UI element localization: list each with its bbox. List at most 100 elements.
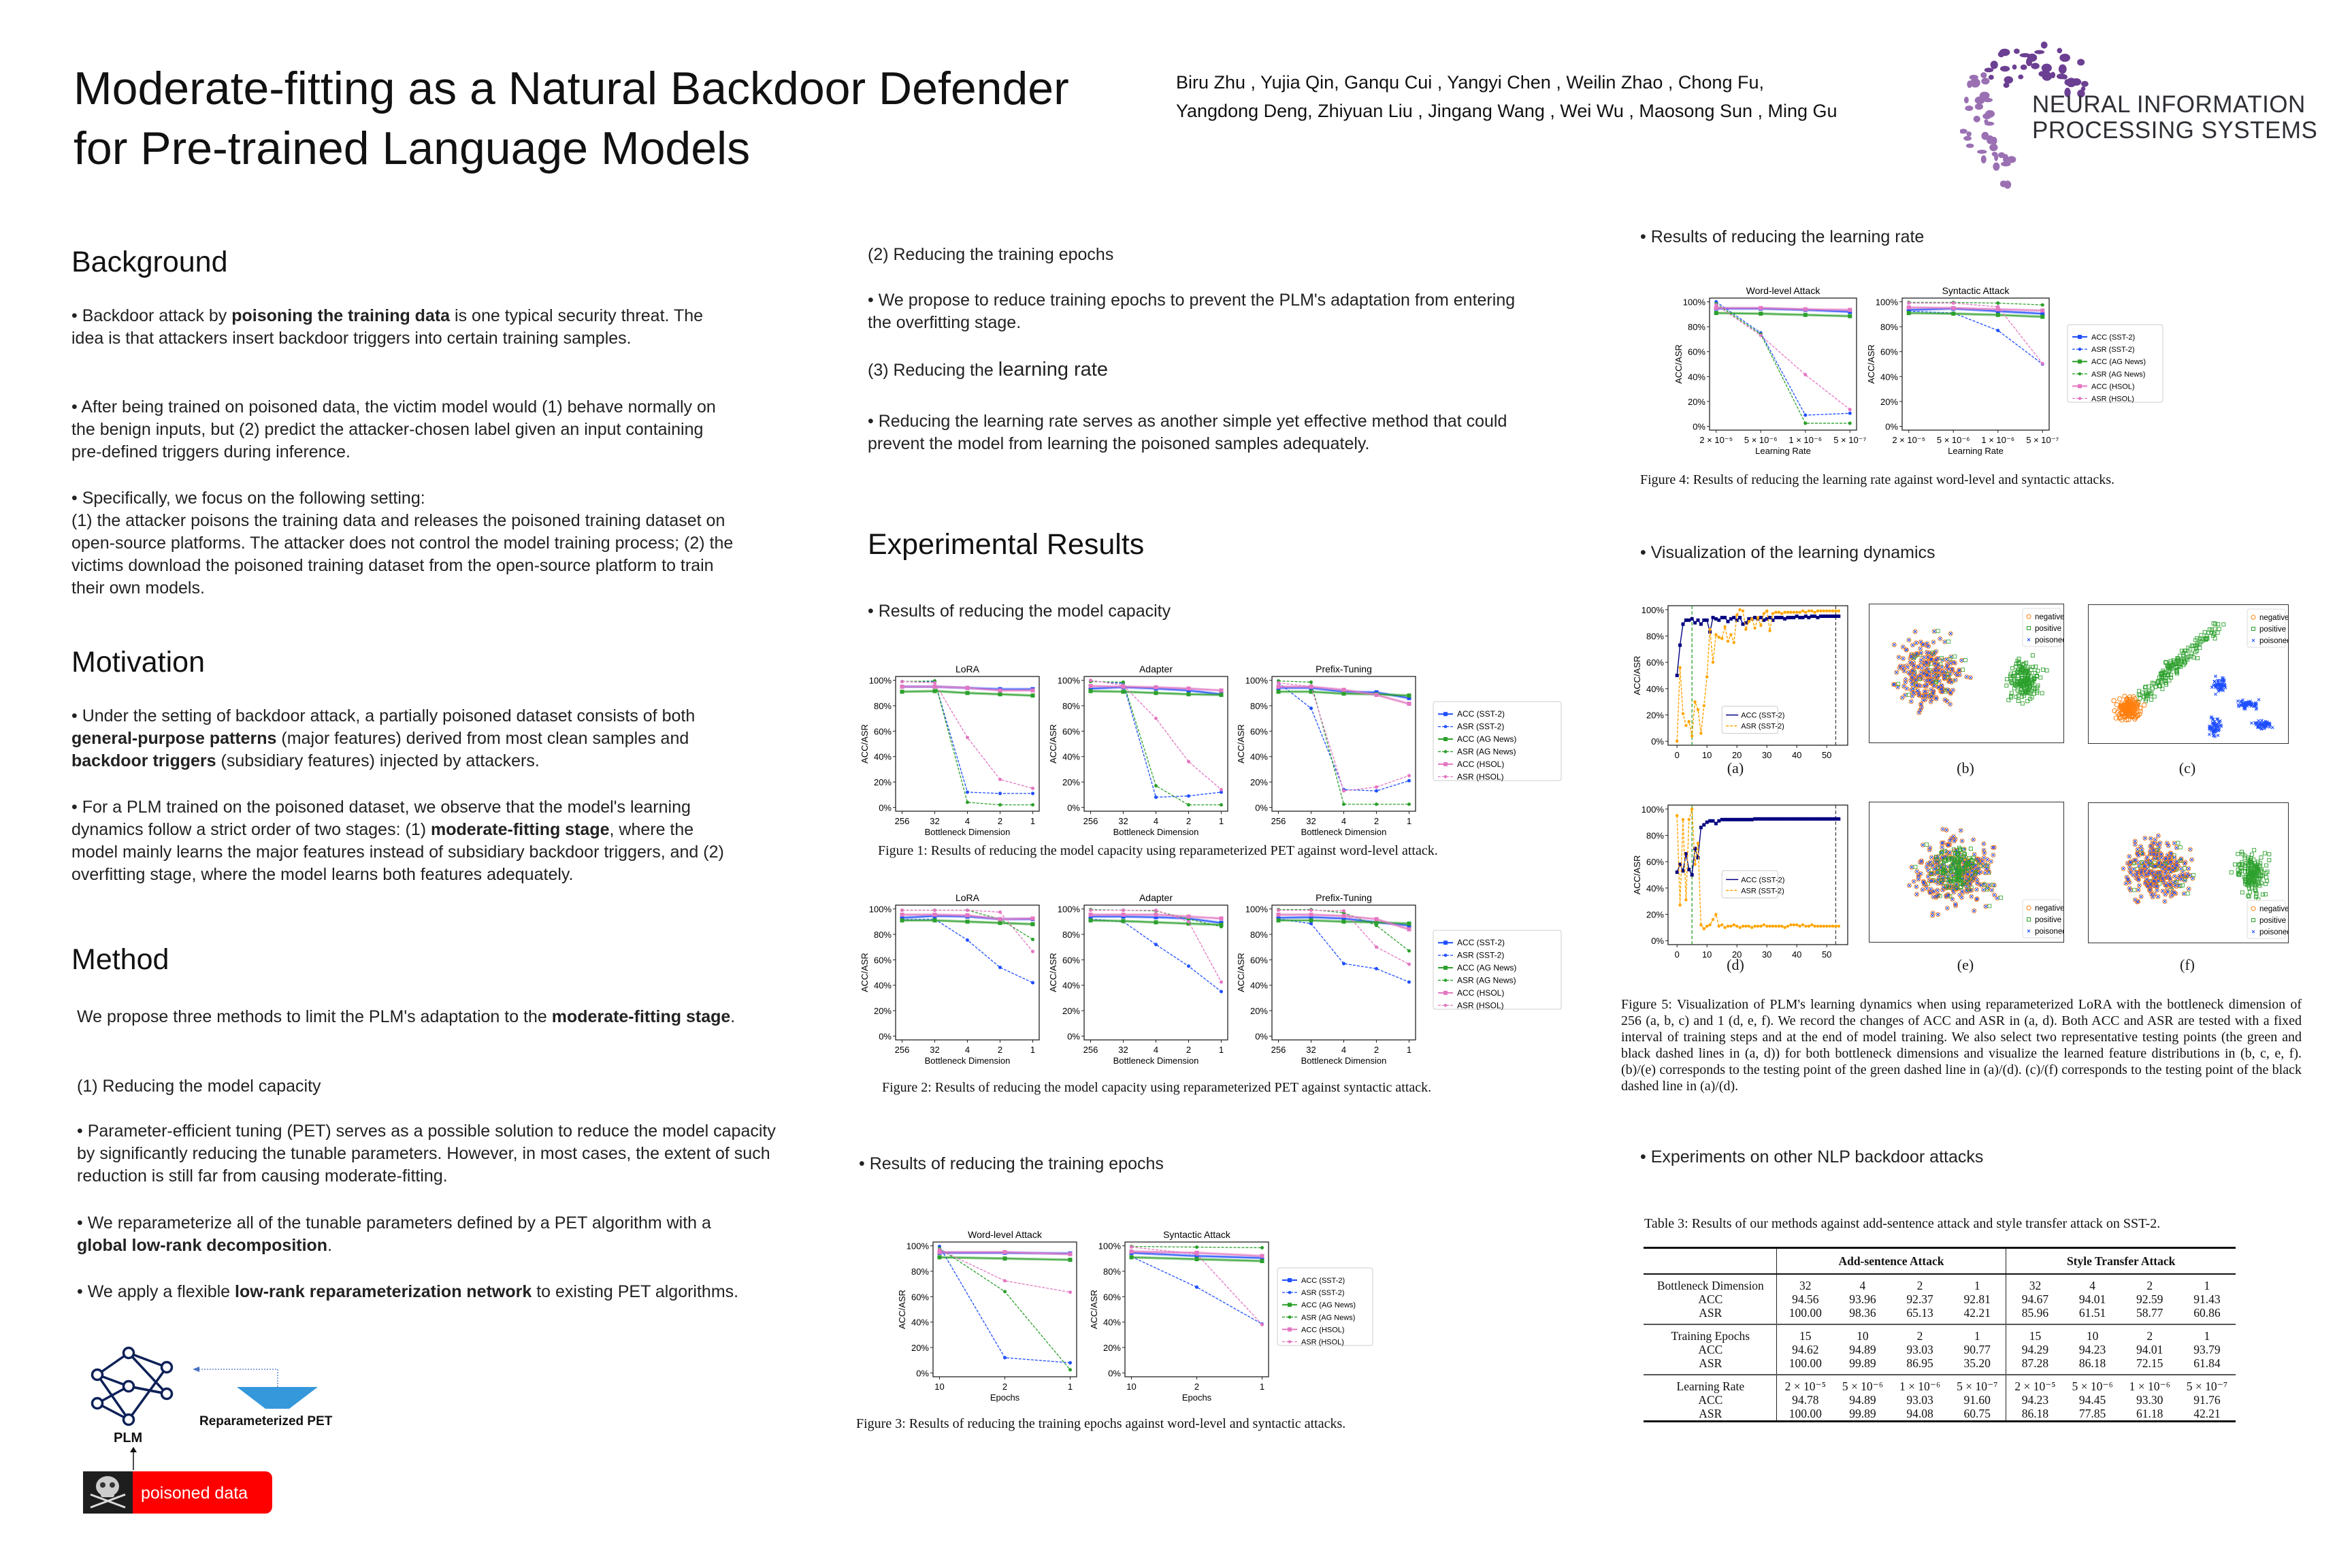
- point-poisoned: [2155, 853, 2159, 857]
- point-positive: [2163, 659, 2168, 664]
- text: , where the model mainly learns the majo…: [71, 820, 724, 884]
- point-positive: [2014, 694, 2019, 699]
- data-point: [1375, 789, 1379, 793]
- background-heading: Background: [71, 246, 228, 278]
- point-negative: [2155, 883, 2160, 889]
- data-point: [1783, 610, 1786, 614]
- table-row: ASR 100.00 99.89 86.95 35.20 87.28 86.18 72.15 6…: [1644, 1356, 2236, 1375]
- data-point: [1801, 923, 1805, 927]
- legend-box: [1433, 930, 1562, 1010]
- data-point: [1741, 924, 1745, 928]
- data-point: [1813, 610, 1816, 614]
- point-negative: [1948, 672, 1953, 677]
- point-poisoned: [2136, 878, 2140, 882]
- point-negative: [2186, 886, 2191, 892]
- data-point: [1002, 1256, 1007, 1261]
- point-poisoned: [1915, 870, 1919, 873]
- point-positive: [1951, 847, 1956, 852]
- plot-frame: [932, 1241, 1077, 1377]
- point-poisoned: [1895, 670, 1899, 674]
- data-point: [1768, 817, 1772, 821]
- legend-marker: [2026, 905, 2031, 911]
- data-point: [1816, 609, 1820, 612]
- point-positive: [1955, 851, 1960, 855]
- point-positive: [1942, 865, 1946, 870]
- point-negative: [2148, 887, 2153, 892]
- plot-frame: [1124, 1241, 1269, 1377]
- data-point: [1702, 704, 1705, 708]
- point-poisoned: [2268, 723, 2272, 727]
- data-point: [1687, 618, 1691, 622]
- point-poisoned: [1972, 838, 1975, 842]
- data-point: [1803, 373, 1808, 377]
- data-point: [1803, 817, 1808, 821]
- point-poisoned: [1911, 643, 1914, 647]
- series-line: [1278, 680, 1409, 805]
- data-point: [998, 688, 1002, 693]
- point-positive: [2011, 676, 2016, 681]
- point-positive: [1940, 849, 1944, 854]
- series-acc-sst-2-: [1675, 817, 1841, 877]
- visualization-heading: • Visualization of the learning dynamics: [1640, 543, 1936, 562]
- motivation-heading: Motivation: [71, 646, 205, 679]
- data-point: [1729, 817, 1733, 821]
- series-acc-ag-news-: [1129, 1255, 1264, 1264]
- point-positive: [2240, 852, 2245, 857]
- point-positive: [2193, 650, 2198, 655]
- point-negative: [1936, 673, 1942, 678]
- table-cell: 10: [1857, 1329, 1869, 1343]
- pet-trapezoid-icon: [237, 1387, 318, 1409]
- y-tick-label: 100%: [869, 676, 892, 686]
- x-tick-label: 1: [1219, 816, 1224, 826]
- table-cell: 32: [2029, 1279, 2042, 1292]
- table-cell: 42.21: [2178, 1407, 2236, 1422]
- data-point: [1260, 1254, 1264, 1258]
- data-point: [1822, 614, 1826, 618]
- table-cell: 1: [1948, 1274, 2007, 1292]
- data-point: [1154, 913, 1158, 917]
- data-point: [1848, 314, 1852, 318]
- point-negative: [2155, 833, 2161, 838]
- data-point: [1726, 640, 1730, 643]
- point-poisoned: [1948, 632, 1953, 636]
- data-point: [1717, 618, 1721, 622]
- data-point: [1676, 739, 1679, 743]
- data-point: [1807, 817, 1811, 821]
- data-point: [1276, 689, 1281, 694]
- legend-marker: [1443, 774, 1448, 779]
- point-poisoned: [2145, 877, 2149, 881]
- data-point: [1702, 823, 1706, 827]
- legend-marker: [1443, 953, 1448, 957]
- data-point: [932, 684, 937, 689]
- point-positive: [2178, 845, 2183, 850]
- data-point: [998, 921, 1002, 926]
- point-positive: [1944, 875, 1949, 879]
- series-line: [1716, 308, 1850, 312]
- data-point: [900, 913, 904, 917]
- x-tick-label: 20: [1732, 949, 1742, 960]
- series-asr-hsol-: [1907, 301, 2044, 365]
- legend-label: ASR (AG News): [1457, 747, 1516, 756]
- table-cell: 94.08: [1891, 1407, 1949, 1422]
- lr-results-heading: • Results of reducing the learning rate: [1640, 227, 1925, 246]
- point-positive: [2238, 862, 2242, 866]
- fig2-caption: Figure 2: Results of reducing the model …: [882, 1080, 1432, 1095]
- point-poisoned: [1925, 683, 1929, 686]
- x-axis-label: Bottleneck Dimension: [925, 827, 1011, 837]
- point-negative: [2123, 714, 2128, 720]
- legend-label: negative: [2259, 905, 2288, 913]
- point-positive: [2229, 870, 2234, 875]
- fig5-c-scatter: negativepositivepoisoned: [2088, 604, 2291, 744]
- method-network-paragraph: • We apply a flexible low-rank reparamet…: [77, 1281, 757, 1303]
- legend-label: ACC (SST-2): [2091, 333, 2135, 342]
- legend-label: negative: [2035, 904, 2063, 913]
- point-positive: [2217, 627, 2221, 632]
- data-point: [1774, 615, 1778, 619]
- x-tick-label: 30: [1762, 750, 1771, 760]
- x-tick-label: 2 × 10⁻⁵: [1699, 435, 1733, 445]
- y-tick-label: 80%: [874, 701, 892, 711]
- legend-marker: [1288, 1290, 1292, 1294]
- data-point: [1837, 924, 1840, 928]
- point-negative: [1897, 664, 1903, 669]
- point-negative: [2125, 698, 2131, 704]
